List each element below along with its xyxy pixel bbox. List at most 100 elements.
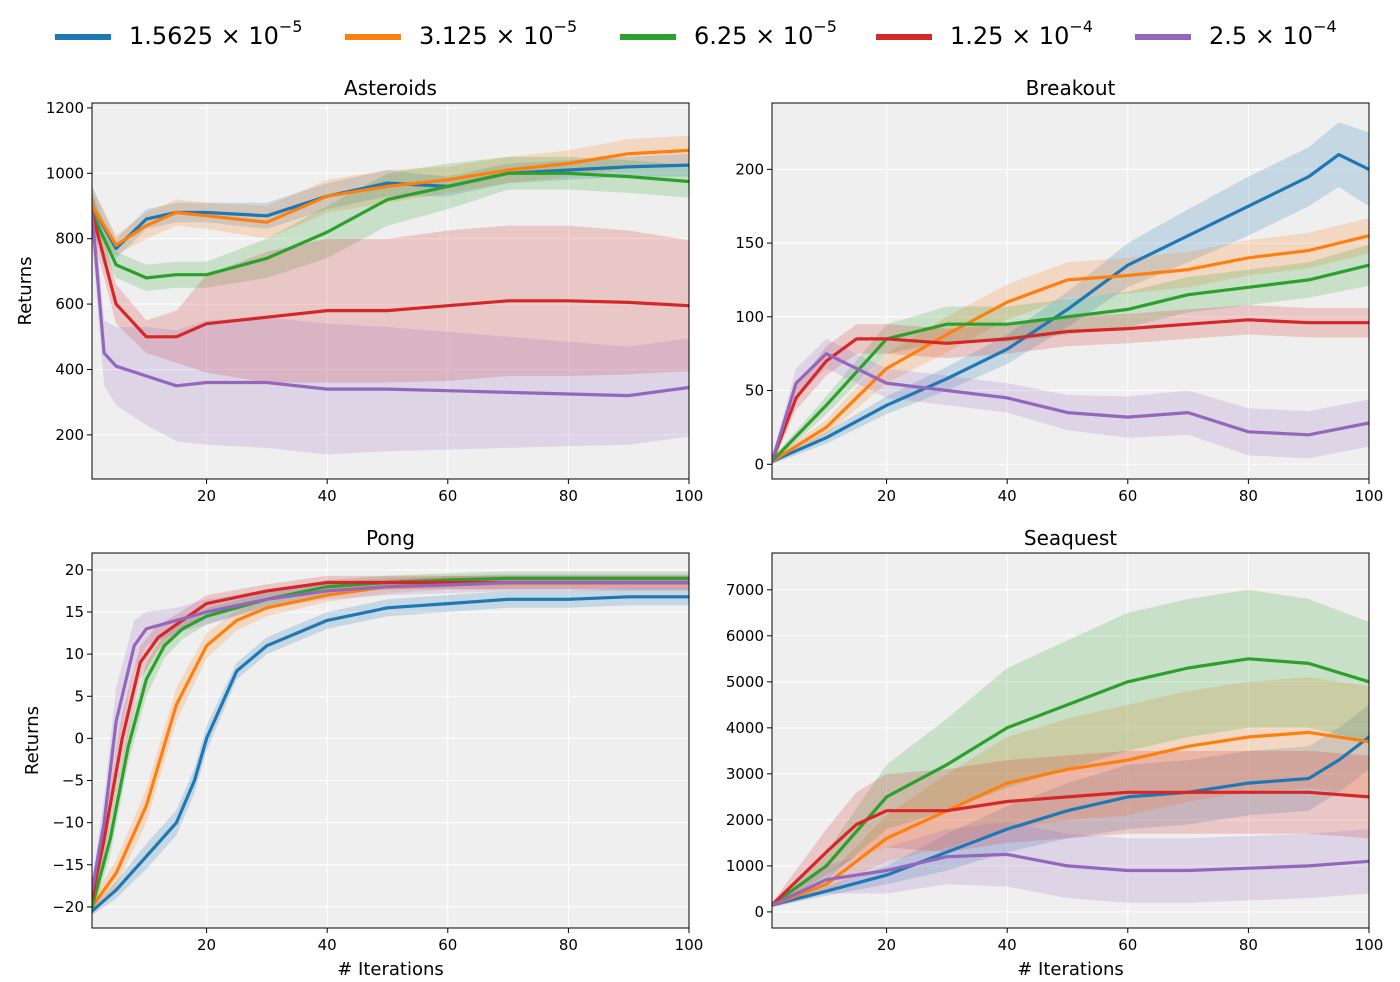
x-axis-label: # Iterations <box>337 959 444 980</box>
panels: 20 40 60 80 10020040060080010001200Asteroids… <box>15 76 1383 980</box>
chart-panel-seaquest: 20 40 60 80 10001000200030004000500060007000… <box>726 526 1384 980</box>
y-tick-label: 800 <box>55 230 84 248</box>
legend: 1.5625 × 10−5 3.125 × 10−5 6.25 × 10−5 1.25… <box>55 17 1337 50</box>
legend-label: 1.5625 × 10−5 <box>129 17 302 50</box>
y-tick-label: 2000 <box>726 811 764 829</box>
x-tick-label: 40 <box>318 936 337 954</box>
x-tick-label: 80 <box>559 936 578 954</box>
series-band <box>772 122 1369 465</box>
chart-title: Seaquest <box>1024 526 1117 550</box>
series-line <box>772 735 1369 907</box>
y-tick-label: 1000 <box>726 857 764 875</box>
y-tick-label: 100 <box>735 308 764 326</box>
legend-label: 2.5 × 10−4 <box>1209 17 1337 50</box>
series-line <box>772 234 1369 463</box>
legend-label: 3.125 × 10−5 <box>419 17 577 50</box>
y-tick-label: 4000 <box>726 719 764 737</box>
legend-entry: 1.5625 × 10−5 <box>55 17 302 50</box>
x-tick-label: 20 <box>197 487 216 505</box>
x-tick-label: 60 <box>438 936 457 954</box>
legend-entry: 2.5 × 10−4 <box>1135 17 1337 50</box>
series-line <box>772 153 1369 463</box>
y-tick-label: 7000 <box>726 581 764 599</box>
series-line <box>772 730 1369 907</box>
x-tick-label: 20 <box>877 936 896 954</box>
plot-area <box>772 103 1369 479</box>
x-tick-label: 20 <box>877 487 896 505</box>
legend-label: 1.25 × 10−4 <box>950 17 1093 50</box>
chart-panel-breakout: 20 40 60 80 100 0 50 100 150 200 Breakout <box>735 76 1383 505</box>
x-tick-label: 60 <box>1118 487 1137 505</box>
y-axis-label: Returns <box>15 256 36 325</box>
series-line <box>772 790 1369 907</box>
y-tick-label: 50 <box>745 382 764 400</box>
series-band <box>92 588 689 916</box>
legend-entry: 1.25 × 10−4 <box>876 17 1093 50</box>
y-tick-label: 3000 <box>726 765 764 783</box>
series-line <box>772 852 1369 907</box>
y-tick-label: −15 <box>52 856 84 874</box>
series-line <box>92 210 689 398</box>
series-line <box>92 580 689 892</box>
chart-title: Pong <box>366 526 415 550</box>
series-line <box>92 148 689 247</box>
series-band <box>92 156 689 291</box>
y-axis-label: Returns <box>22 706 43 775</box>
x-tick-label: 60 <box>438 487 457 505</box>
y-tick-label: 0 <box>754 455 764 473</box>
y-tick-label: 600 <box>55 295 84 313</box>
axes-frame <box>771 102 1370 480</box>
legend-label: 6.25 × 10−5 <box>694 17 837 50</box>
x-tick-label: 40 <box>998 936 1017 954</box>
legend-entry: 6.25 × 10−5 <box>620 17 837 50</box>
series-line <box>92 595 689 913</box>
axes-frame <box>771 552 1370 929</box>
y-tick-label: −10 <box>52 814 84 832</box>
series-line <box>92 210 689 339</box>
x-tick-label: 100 <box>675 487 704 505</box>
series-band <box>772 677 1369 908</box>
x-tick-label: 100 <box>1355 487 1384 505</box>
axes-frame <box>91 102 690 480</box>
series-line <box>92 171 689 280</box>
x-tick-label: 40 <box>318 487 337 505</box>
series-band <box>772 704 1369 908</box>
y-tick-label: 1200 <box>46 99 84 117</box>
x-axis-label: # Iterations <box>1017 959 1124 980</box>
series-band <box>772 218 1369 465</box>
legend-entry: 3.125 × 10−5 <box>345 17 577 50</box>
chart-title: Breakout <box>1026 76 1116 100</box>
y-tick-label: 10 <box>65 645 84 663</box>
series-band <box>772 589 1369 908</box>
series-group <box>92 135 689 455</box>
series-line <box>772 318 1369 463</box>
series-line <box>772 352 1369 463</box>
series-group <box>772 589 1369 908</box>
series-group <box>92 571 689 916</box>
y-tick-label: 5000 <box>726 673 764 691</box>
y-tick-label: 150 <box>735 234 764 252</box>
x-tick-label: 100 <box>1355 936 1384 954</box>
axes-frame <box>91 552 690 929</box>
series-band <box>772 305 1369 465</box>
y-tick-label: 6000 <box>726 627 764 645</box>
x-tick-label: 60 <box>1118 936 1137 954</box>
plot-area <box>92 103 689 479</box>
x-tick-label: 20 <box>197 936 216 954</box>
chart-title: Asteroids <box>344 76 437 100</box>
y-tick-label: 20 <box>65 561 84 579</box>
y-tick-label: 1000 <box>46 164 84 182</box>
x-tick-label: 100 <box>675 936 704 954</box>
y-tick-label: −5 <box>62 772 84 790</box>
x-tick-label: 80 <box>1239 936 1258 954</box>
series-band <box>92 153 689 259</box>
y-tick-label: 5 <box>74 687 84 705</box>
y-tick-label: 200 <box>735 160 764 178</box>
series-band <box>92 186 689 455</box>
series-group <box>772 122 1369 465</box>
x-tick-label: 40 <box>998 487 1017 505</box>
chart-panel-pong: 20 40 60 80 100 −20 −15 −10 −5 0 5 10 15 20 Pong # Iter… <box>22 526 703 980</box>
series-band <box>772 338 1369 465</box>
series-band <box>772 244 1369 465</box>
